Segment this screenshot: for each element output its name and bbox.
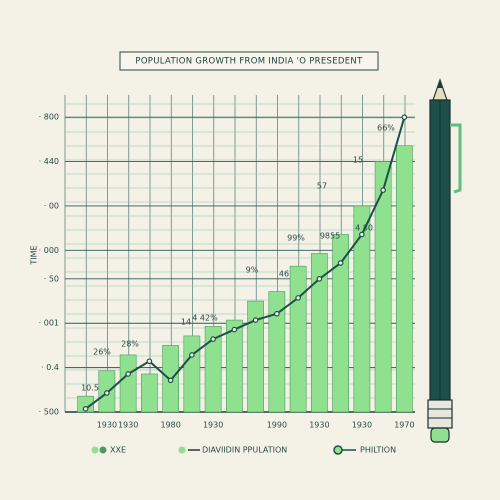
legend-swatch: [333, 445, 343, 455]
y-tick-label: · 50: [44, 274, 59, 283]
annotation: 4 80: [355, 224, 373, 233]
x-tick-label: 1930: [309, 421, 329, 430]
annotation: 9%: [246, 266, 259, 275]
y-tick-label: · 0.4: [41, 363, 59, 372]
line-point: [125, 371, 131, 377]
line: [85, 116, 406, 410]
line-point: [210, 336, 216, 342]
line-point: [380, 187, 386, 193]
annotation: 66%: [377, 124, 395, 133]
bar: [268, 291, 286, 413]
line-point: [359, 231, 365, 238]
y-tick-label: · 440: [39, 157, 59, 166]
legend-label: XXE: [110, 446, 126, 455]
bar: [119, 354, 137, 413]
chart-title: POPULATION GROWTH FROM INDIA 'O PRESEDEN…: [135, 57, 363, 67]
legend-label: PHILTION: [360, 446, 396, 455]
bar: [353, 205, 371, 413]
annotation: 28%: [121, 340, 139, 349]
bar: [226, 319, 243, 413]
bar: [141, 373, 158, 413]
legend-swatch: [99, 446, 107, 454]
x-tick-label: 1970: [394, 421, 414, 430]
y-tick-label: · 001: [39, 319, 59, 328]
annotation: 4 42%: [192, 314, 218, 323]
annotation: 26%: [93, 348, 111, 357]
line-point: [316, 276, 323, 282]
line-point: [252, 317, 259, 323]
pencil-illustration: [427, 78, 462, 443]
legend-label: DIAVIIDIN PPULATION: [202, 446, 287, 455]
y-tick-label: · 000: [39, 246, 59, 255]
annotation: 57: [317, 182, 327, 191]
annotation: 46: [279, 270, 289, 279]
line-point: [231, 326, 238, 333]
x-tick-label: 1930: [97, 421, 117, 430]
legend-swatch: [178, 446, 186, 454]
x-tick-label: 1930: [118, 421, 138, 430]
x-tick-label: 1930: [203, 421, 223, 430]
bar: [204, 326, 222, 413]
line-point: [104, 390, 110, 396]
bar: [247, 300, 265, 413]
y-tick-label: · 00: [44, 201, 59, 210]
bar: [289, 265, 307, 413]
x-tick-label: 1990: [267, 421, 287, 430]
bar: [332, 234, 349, 413]
x-tick-label: 1980: [160, 421, 180, 430]
annotation: 9855: [320, 232, 340, 241]
line-point: [146, 358, 153, 365]
y-tick-label: · 500: [39, 408, 59, 417]
bar: [395, 145, 413, 413]
legend-swatch: [91, 446, 99, 454]
y-tick-label: · 800: [39, 113, 59, 122]
line-point: [337, 260, 344, 266]
line-point: [167, 377, 174, 384]
annotation: 15: [353, 156, 363, 165]
bar: [374, 161, 392, 413]
line-point: [82, 406, 89, 412]
line-point: [401, 114, 408, 120]
annotation: 10.5: [81, 384, 99, 393]
x-tick-label: 1930: [352, 421, 372, 430]
annotation: 14: [181, 318, 191, 327]
y-axis-label: TIME: [30, 245, 39, 265]
line-point: [295, 295, 301, 301]
line-point: [274, 310, 280, 317]
bar: [310, 253, 328, 413]
bar: [183, 335, 201, 413]
line-point: [189, 352, 195, 358]
title-box: [119, 51, 379, 71]
bar: [77, 395, 95, 413]
annotation: 99%: [287, 234, 305, 243]
